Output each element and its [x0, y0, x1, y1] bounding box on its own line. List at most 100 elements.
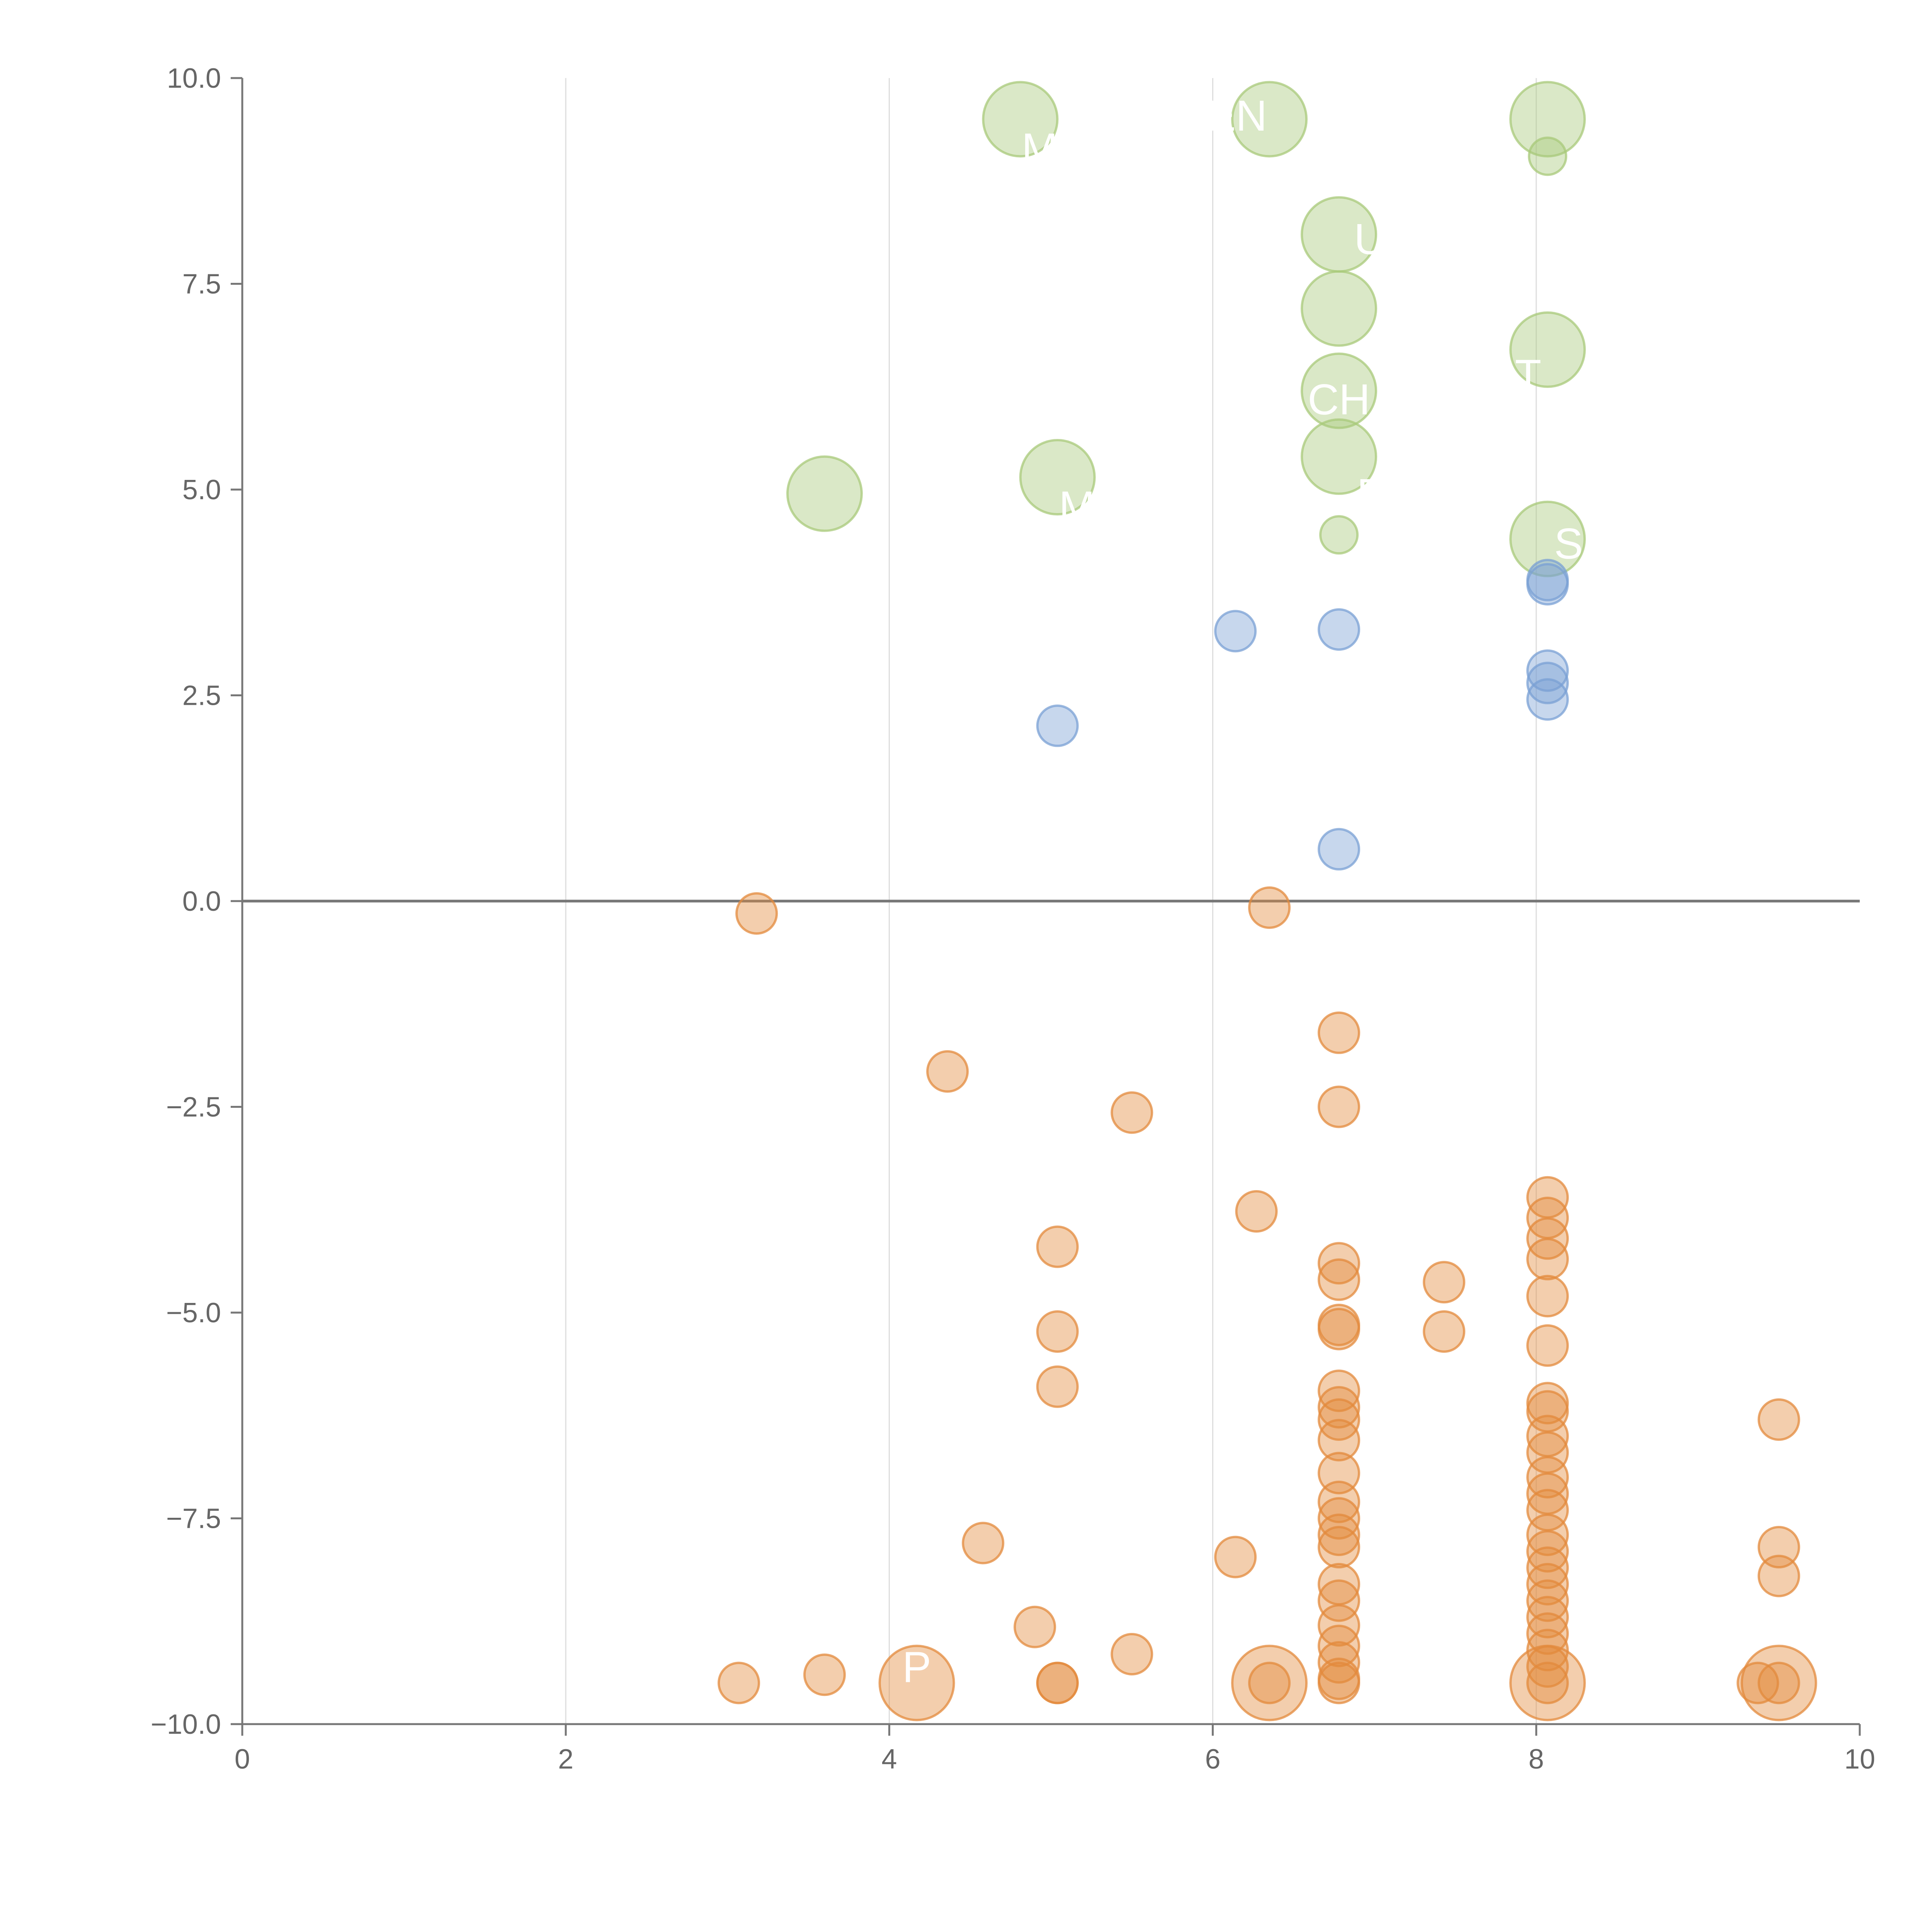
data-point	[786, 455, 863, 532]
y-tick-label: −5.0	[166, 1298, 221, 1328]
data-point	[1526, 1612, 1569, 1655]
data-point	[1509, 81, 1586, 158]
data-point	[1528, 136, 1568, 176]
point-label: U	[1354, 215, 1385, 263]
x-tick-label: 6	[1205, 1744, 1221, 1775]
data-point	[1318, 1308, 1361, 1350]
data-point	[1318, 1662, 1361, 1704]
data-point	[1318, 1624, 1361, 1667]
data-point	[1019, 439, 1096, 516]
point-label: T	[1515, 351, 1541, 399]
data-point	[1509, 1645, 1586, 1721]
data-point	[1214, 610, 1257, 653]
data-point	[1318, 1419, 1361, 1462]
data-point	[1318, 1011, 1361, 1054]
point-label: S	[1554, 519, 1583, 568]
data-point	[1423, 1261, 1466, 1304]
label-layer: EN M U T CH M P S P	[902, 92, 1583, 1691]
data-point	[1318, 1452, 1361, 1495]
data-point	[962, 1522, 1005, 1565]
data-point	[982, 81, 1059, 158]
point-label: EN	[1207, 92, 1267, 140]
data-point	[1318, 1242, 1361, 1285]
x-tick-label: 4	[881, 1744, 897, 1775]
data-point	[1318, 608, 1361, 651]
y-tick-label: −7.5	[166, 1503, 221, 1534]
data-point	[1036, 704, 1079, 747]
data-point	[1740, 1645, 1817, 1721]
data-point	[1301, 418, 1378, 495]
x-tick-label: 2	[558, 1744, 573, 1775]
axis-layer: 0 2 4 6 8 10 10.0 7.5 5.0 2.5 0.0 −2.5 −5.0 −7.5 −10.0	[151, 63, 1875, 1775]
data-point	[1526, 1579, 1569, 1622]
data-point	[1526, 1530, 1569, 1573]
data-point	[878, 1645, 955, 1721]
data-point	[1318, 1258, 1361, 1301]
data-point	[1526, 649, 1569, 692]
data-point	[735, 892, 778, 935]
data-point	[1526, 563, 1569, 605]
data-point	[1318, 1480, 1361, 1523]
data-point	[1757, 1554, 1800, 1597]
data-point	[1014, 1605, 1056, 1648]
y-tick-label: −10.0	[151, 1709, 221, 1740]
y-tick-label: 7.5	[182, 269, 221, 300]
data-point	[1318, 1085, 1361, 1128]
y-tick-label: 2.5	[182, 680, 221, 711]
data-point	[1036, 1310, 1079, 1353]
data-point	[1036, 1662, 1079, 1704]
data-point	[1526, 662, 1569, 704]
data-point	[1318, 828, 1361, 871]
point-label: P	[902, 1643, 931, 1691]
data-point	[1757, 1398, 1800, 1441]
data-point	[1526, 1563, 1569, 1605]
data-point	[1526, 1596, 1569, 1639]
data-point	[1319, 515, 1359, 555]
data-point	[926, 1050, 969, 1093]
data-point	[1318, 1514, 1361, 1556]
point-label: CH	[1308, 376, 1370, 424]
data-point	[1036, 1225, 1079, 1268]
y-tick-label: 5.0	[182, 474, 221, 505]
data-point	[1235, 1190, 1278, 1233]
data-point	[1736, 1662, 1779, 1704]
data-point	[1509, 500, 1586, 577]
data-point	[1301, 270, 1378, 347]
point-label: M	[1059, 483, 1095, 531]
point-label: M	[1022, 124, 1058, 173]
data-point	[1318, 1579, 1361, 1622]
data-point	[1318, 1369, 1361, 1412]
data-point	[1248, 886, 1291, 929]
data-point	[1509, 311, 1586, 388]
y-tick-label: 0.0	[182, 886, 221, 917]
data-point	[1526, 1662, 1569, 1704]
data-point	[1526, 1238, 1569, 1281]
data-point	[1526, 1324, 1569, 1367]
data-point	[1111, 1091, 1153, 1134]
point-layer	[718, 81, 1817, 1721]
data-point	[1757, 1526, 1800, 1569]
y-tick-label: −2.5	[166, 1092, 221, 1123]
point-label: P	[1357, 470, 1386, 519]
data-point	[1318, 1386, 1361, 1429]
data-point	[1526, 1546, 1569, 1589]
data-point	[1301, 352, 1378, 429]
data-point	[1423, 1310, 1466, 1353]
data-point	[1248, 1662, 1291, 1704]
data-point	[1231, 1645, 1308, 1721]
x-tick-label: 0	[235, 1744, 250, 1775]
data-point	[803, 1653, 846, 1696]
x-tick-label: 8	[1529, 1744, 1544, 1775]
y-tick-label: 10.0	[167, 63, 221, 94]
data-point	[1318, 1526, 1361, 1569]
data-point	[718, 1662, 760, 1704]
data-point	[1036, 1365, 1079, 1408]
data-point	[1231, 81, 1308, 158]
data-point	[1526, 1629, 1569, 1672]
data-point	[1526, 678, 1569, 721]
data-point	[1526, 1456, 1569, 1498]
data-point	[1526, 1514, 1569, 1556]
data-point	[1111, 1633, 1153, 1675]
data-point	[1318, 1497, 1361, 1540]
